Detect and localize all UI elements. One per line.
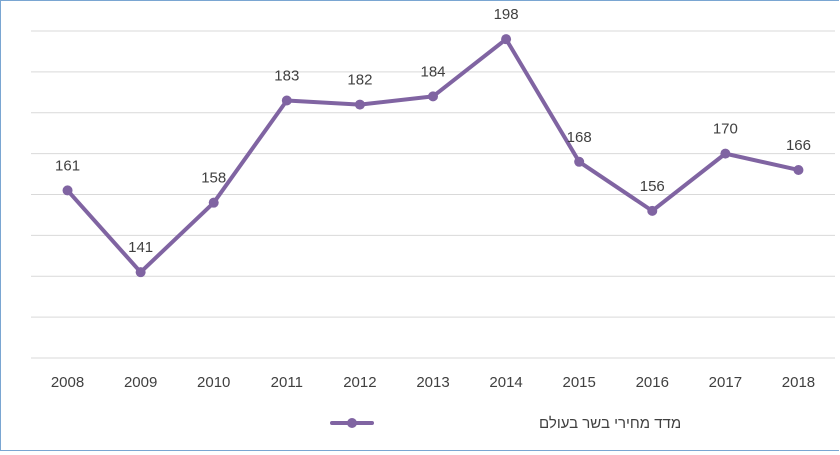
- series-group: 161 141 158 183 182 184 198 168 156 170 166: [55, 6, 811, 278]
- data-point: [428, 91, 438, 102]
- x-tick-label: 2008: [51, 374, 84, 391]
- data-label: 184: [420, 63, 445, 80]
- x-tick-label: 2011: [271, 374, 303, 391]
- legend-label: מדד מחירי בשר בעולם: [539, 415, 681, 432]
- data-label: 156: [640, 178, 665, 195]
- data-point: [135, 267, 146, 278]
- data-point: [793, 164, 804, 175]
- data-label: 166: [786, 137, 811, 154]
- data-point: [281, 95, 292, 106]
- data-label: 158: [201, 170, 226, 187]
- data-point: [501, 34, 512, 45]
- legend: מדד מחירי בשר בעולם: [330, 415, 681, 432]
- data-label: 141: [128, 239, 153, 256]
- x-tick-label: 2014: [489, 374, 522, 391]
- data-label: 168: [567, 129, 592, 146]
- x-tick-label: 2012: [343, 374, 376, 391]
- data-point: [647, 205, 658, 216]
- x-tick-label: 2016: [636, 374, 669, 391]
- data-label: 182: [347, 72, 372, 89]
- gridlines: [31, 30, 835, 359]
- data-label: 183: [274, 67, 299, 84]
- data-point: [62, 185, 73, 196]
- data-point: [354, 99, 365, 110]
- x-tick-label: 2009: [124, 374, 157, 391]
- x-tick-label: 2018: [782, 374, 815, 391]
- data-point: [574, 156, 585, 167]
- x-tick-label: 2010: [197, 374, 230, 391]
- x-tick-label: 2015: [562, 374, 595, 391]
- data-label: 198: [494, 6, 519, 23]
- x-tick-label: 2017: [709, 374, 742, 391]
- x-axis-tick-labels: 2008 2009 2010 2011 2012 2013 2014 2015 2016 2017…: [51, 374, 815, 391]
- data-point: [720, 148, 731, 159]
- legend-point-marker: [347, 418, 357, 428]
- data-label: 161: [55, 157, 80, 174]
- data-point: [208, 197, 219, 208]
- data-label: 170: [713, 121, 738, 138]
- x-tick-label: 2013: [416, 374, 449, 391]
